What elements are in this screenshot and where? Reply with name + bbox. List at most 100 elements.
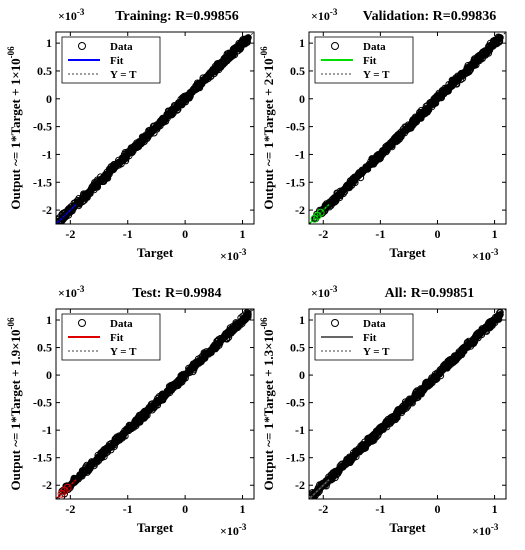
x-tick-label: -2: [65, 227, 75, 241]
chart-title: Test: R=0.9984: [132, 286, 221, 301]
y-multiplier-exponent: -3: [77, 7, 85, 17]
legend-data-marker: [331, 319, 339, 327]
axes-frame: [55, 308, 255, 500]
x-axis-label: Target: [389, 520, 426, 535]
data-point-highlight: [316, 208, 325, 217]
legend: Data Fit Y = T: [314, 36, 414, 84]
y-tick-label: 0.5: [290, 341, 305, 355]
y-multiplier-base: ×10: [311, 9, 330, 23]
data-points: [56, 309, 254, 499]
legend-yt-label: Y = T: [363, 69, 390, 81]
legend-data-marker: [78, 42, 86, 50]
legend-fit-label: Fit: [110, 55, 124, 67]
x-tick-label: -1: [123, 227, 133, 241]
y-tick-label: 0: [46, 368, 52, 382]
x-axis-label: Target: [137, 520, 174, 535]
y-tick-label: 0.5: [290, 64, 305, 78]
y-axis-label-exponent: -06: [259, 317, 269, 329]
legend-data-label: Data: [110, 41, 133, 53]
x-multiplier-exponent: -3: [239, 247, 247, 257]
y-axis-label: Output ~= 1*Target + 1×10-06: [6, 46, 23, 210]
x-tick-label: -2: [318, 227, 328, 241]
y-multiplier-exponent: -3: [77, 284, 85, 294]
y-tick-label: -1: [295, 147, 305, 161]
y-tick-label: -1.5: [286, 451, 305, 465]
y-equals-t-line: [309, 309, 506, 499]
y-equals-t-line: [56, 309, 254, 499]
x-tick-label: -2: [65, 502, 75, 516]
data-points: [56, 32, 254, 224]
legend-yt-label: Y = T: [363, 346, 390, 358]
legend-data-marker: [331, 42, 339, 50]
y-axis-label-exponent: -06: [6, 317, 16, 329]
axes-frame: [308, 308, 507, 500]
y-axis-label: Output ~= 1*Target + 1.9×10-06: [6, 317, 23, 491]
x-multiplier: ×10-3: [220, 522, 247, 538]
legend: Data Fit Y = T: [61, 36, 161, 84]
y-tick-label: 0.5: [37, 64, 52, 78]
y-multiplier-base: ×10: [58, 9, 77, 23]
y-multiplier: ×10-3: [311, 284, 338, 300]
legend: Data Fit Y = T: [61, 313, 161, 361]
x-tick-label: 1: [492, 227, 498, 241]
legend-data-marker: [78, 319, 86, 327]
y-tick-label: 0: [46, 92, 52, 106]
y-equals-t-line: [309, 32, 506, 224]
x-multiplier-base: ×10: [220, 524, 239, 538]
x-tick-label: 1: [240, 502, 246, 516]
legend-fit-label: Fit: [363, 332, 377, 344]
y-tick-label: -1: [42, 423, 52, 437]
y-tick-label: 1: [299, 313, 305, 327]
legend-yt-label: Y = T: [110, 69, 137, 81]
y-axis-label-exponent: -06: [259, 46, 269, 58]
x-tick-label: -1: [375, 502, 385, 516]
x-multiplier-exponent: -3: [239, 522, 247, 532]
y-multiplier-exponent: -3: [330, 284, 338, 294]
x-tick-label: -1: [123, 502, 133, 516]
legend-yt-label: Y = T: [110, 346, 137, 358]
chart-panel-3: -2 -1 0 1-2-1.5-1-0.500.51×10-3 Test: R=0.99…: [6, 284, 255, 538]
x-tick-label: 0: [434, 227, 440, 241]
y-multiplier: ×10-3: [58, 284, 85, 300]
chart-panel-2: -2 -1 0 1-2-1.5-1-0.500.51×10-3 Validation: …: [259, 7, 507, 263]
legend-data-label: Data: [363, 318, 386, 330]
x-tick-label: 0: [434, 502, 440, 516]
x-tick-label: 0: [182, 227, 188, 241]
x-tick-label: -1: [375, 227, 385, 241]
y-tick-label: -2: [295, 478, 305, 492]
y-equals-t-line: [56, 32, 254, 224]
y-tick-label: 0: [299, 368, 305, 382]
y-tick-label: -1.5: [286, 175, 305, 189]
y-tick-label: -2: [295, 203, 305, 217]
chart-title: All: R=0.99851: [385, 286, 475, 301]
chart-title: Training: R=0.99856: [115, 9, 239, 24]
legend-data-label: Data: [363, 41, 386, 53]
data-points: [309, 32, 506, 224]
data-points: [309, 309, 506, 499]
legend: Data Fit Y = T: [314, 313, 414, 361]
y-tick-label: -2: [42, 203, 52, 217]
x-multiplier-base: ×10: [472, 249, 491, 263]
y-axis-label-text: Output ~= 1*Target + 1.3×10: [261, 329, 276, 490]
x-axis-label: Target: [137, 245, 174, 260]
chart-panel-1: -2 -1 0 1-2-1.5-1-0.500.51×10-3 Training: R=…: [6, 7, 255, 263]
y-multiplier-exponent: -3: [330, 7, 338, 17]
x-multiplier-base: ×10: [472, 524, 491, 538]
y-tick-label: -1: [42, 147, 52, 161]
legend-fit-label: Fit: [363, 55, 377, 67]
y-axis-label: Output ~= 1*Target + 1.3×10-06: [259, 317, 276, 491]
y-tick-label: -2: [42, 478, 52, 492]
x-tick-label: 1: [240, 227, 246, 241]
y-multiplier: ×10-3: [58, 7, 85, 23]
y-axis-label-text: Output ~= 1*Target + 1×10: [8, 58, 23, 209]
axes-frame: [308, 31, 507, 225]
y-tick-label: -1.5: [33, 451, 52, 465]
y-tick-label: 1: [46, 36, 52, 50]
x-multiplier-exponent: -3: [491, 522, 499, 532]
y-tick-label: -0.5: [286, 120, 305, 134]
y-multiplier: ×10-3: [311, 7, 338, 23]
x-multiplier: ×10-3: [472, 247, 499, 263]
chart-title: Validation: R=0.99836: [363, 9, 496, 24]
legend-fit-label: Fit: [110, 332, 124, 344]
